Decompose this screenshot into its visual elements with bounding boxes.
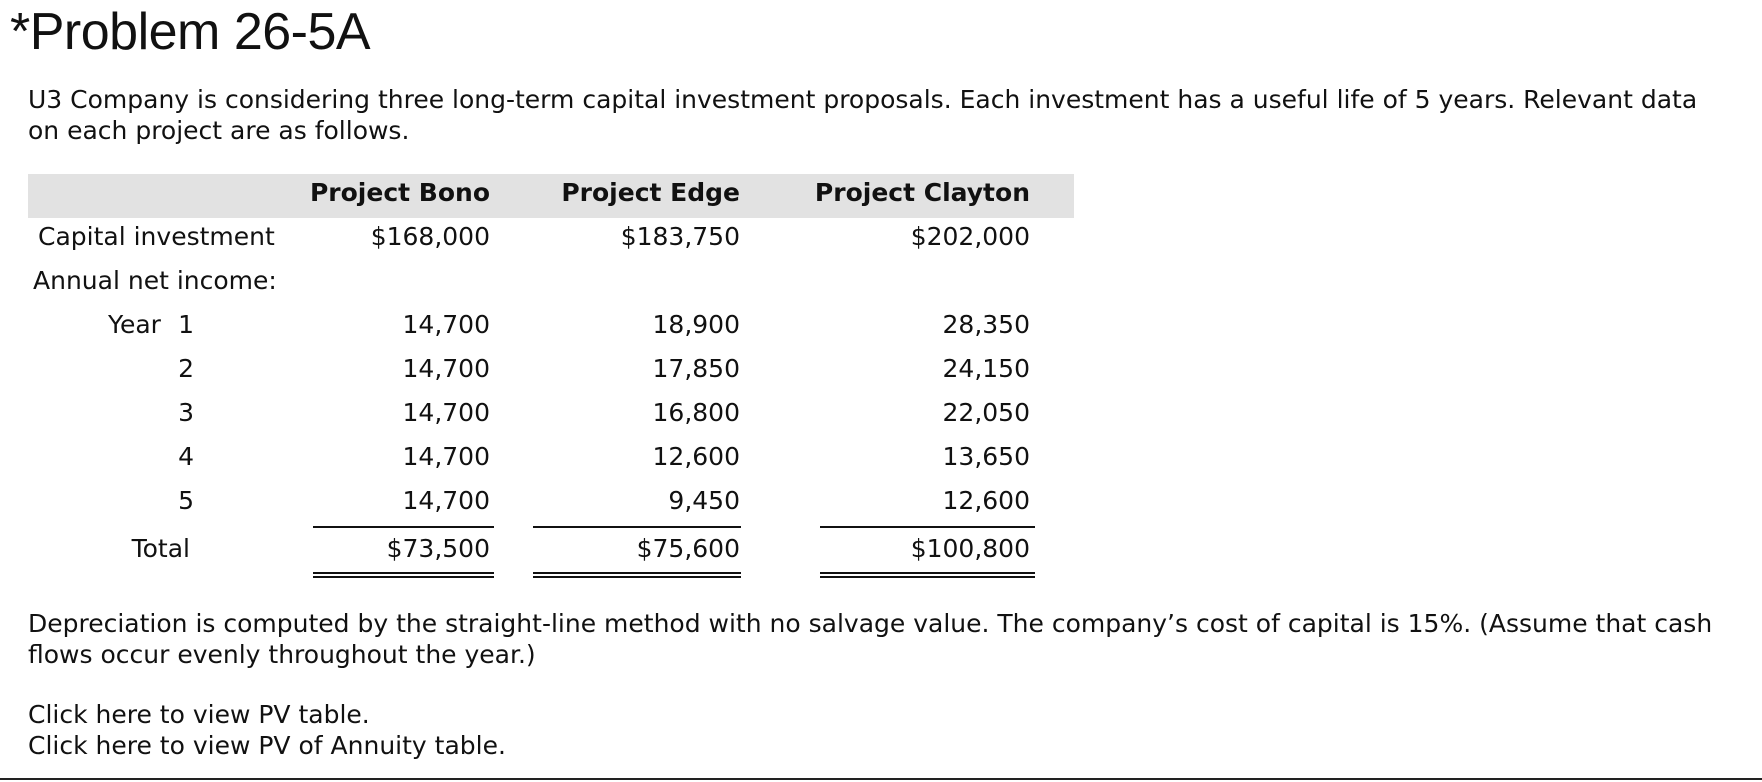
net-income-edge: 18,900 <box>652 310 740 339</box>
net-income-bono: 14,700 <box>402 354 490 383</box>
total-double-rule-bono <box>313 572 494 578</box>
total-double-rule-edge <box>533 572 741 578</box>
year-number: 5 <box>178 486 194 515</box>
net-income-bono: 14,700 <box>402 486 490 515</box>
subtotal-rule-clayton <box>820 526 1035 528</box>
column-header-bono: Project Bono <box>309 178 490 207</box>
year-number: 3 <box>178 398 194 427</box>
year-number: 2 <box>178 354 194 383</box>
subtotal-rule-bono <box>313 526 494 528</box>
row-label-total: Total <box>131 534 190 563</box>
bottom-divider <box>0 778 1762 780</box>
net-income-bono: 14,700 <box>402 442 490 471</box>
capital-investment-edge: $183,750 <box>620 222 740 251</box>
total-bono: $73,500 <box>386 534 490 563</box>
year-number: 4 <box>178 442 194 471</box>
total-clayton: $100,800 <box>910 534 1030 563</box>
problem-intro: U3 Company is considering three long-ter… <box>28 85 1698 145</box>
net-income-bono: 14,700 <box>402 310 490 339</box>
pv-table-link[interactable]: Click here to view PV table. <box>28 700 370 729</box>
row-label-capital-investment: Capital investment <box>38 222 275 251</box>
table-header-band <box>28 174 1074 218</box>
column-header-clayton: Project Clayton <box>814 178 1030 207</box>
year-number: 1 <box>178 310 194 339</box>
net-income-clayton: 22,050 <box>942 398 1030 427</box>
column-header-edge: Project Edge <box>561 178 740 207</box>
net-income-edge: 12,600 <box>652 442 740 471</box>
net-income-clayton: 12,600 <box>942 486 1030 515</box>
total-edge: $75,600 <box>636 534 740 563</box>
depreciation-note: Depreciation is computed by the straight… <box>28 609 1713 669</box>
net-income-clayton: 28,350 <box>942 310 1030 339</box>
net-income-bono: 14,700 <box>402 398 490 427</box>
capital-investment-clayton: $202,000 <box>910 222 1030 251</box>
problem-title: *Problem 26-5A <box>10 3 371 61</box>
total-double-rule-clayton <box>820 572 1035 578</box>
subtotal-rule-edge <box>533 526 741 528</box>
net-income-clayton: 13,650 <box>942 442 1030 471</box>
row-label-annual-net-income: Annual net income: <box>33 266 277 295</box>
pv-annuity-table-link[interactable]: Click here to view PV of Annuity table. <box>28 731 506 760</box>
net-income-edge: 9,450 <box>668 486 740 515</box>
net-income-edge: 17,850 <box>652 354 740 383</box>
capital-investment-bono: $168,000 <box>370 222 490 251</box>
net-income-edge: 16,800 <box>652 398 740 427</box>
year-label: Year <box>108 310 161 339</box>
net-income-clayton: 24,150 <box>942 354 1030 383</box>
